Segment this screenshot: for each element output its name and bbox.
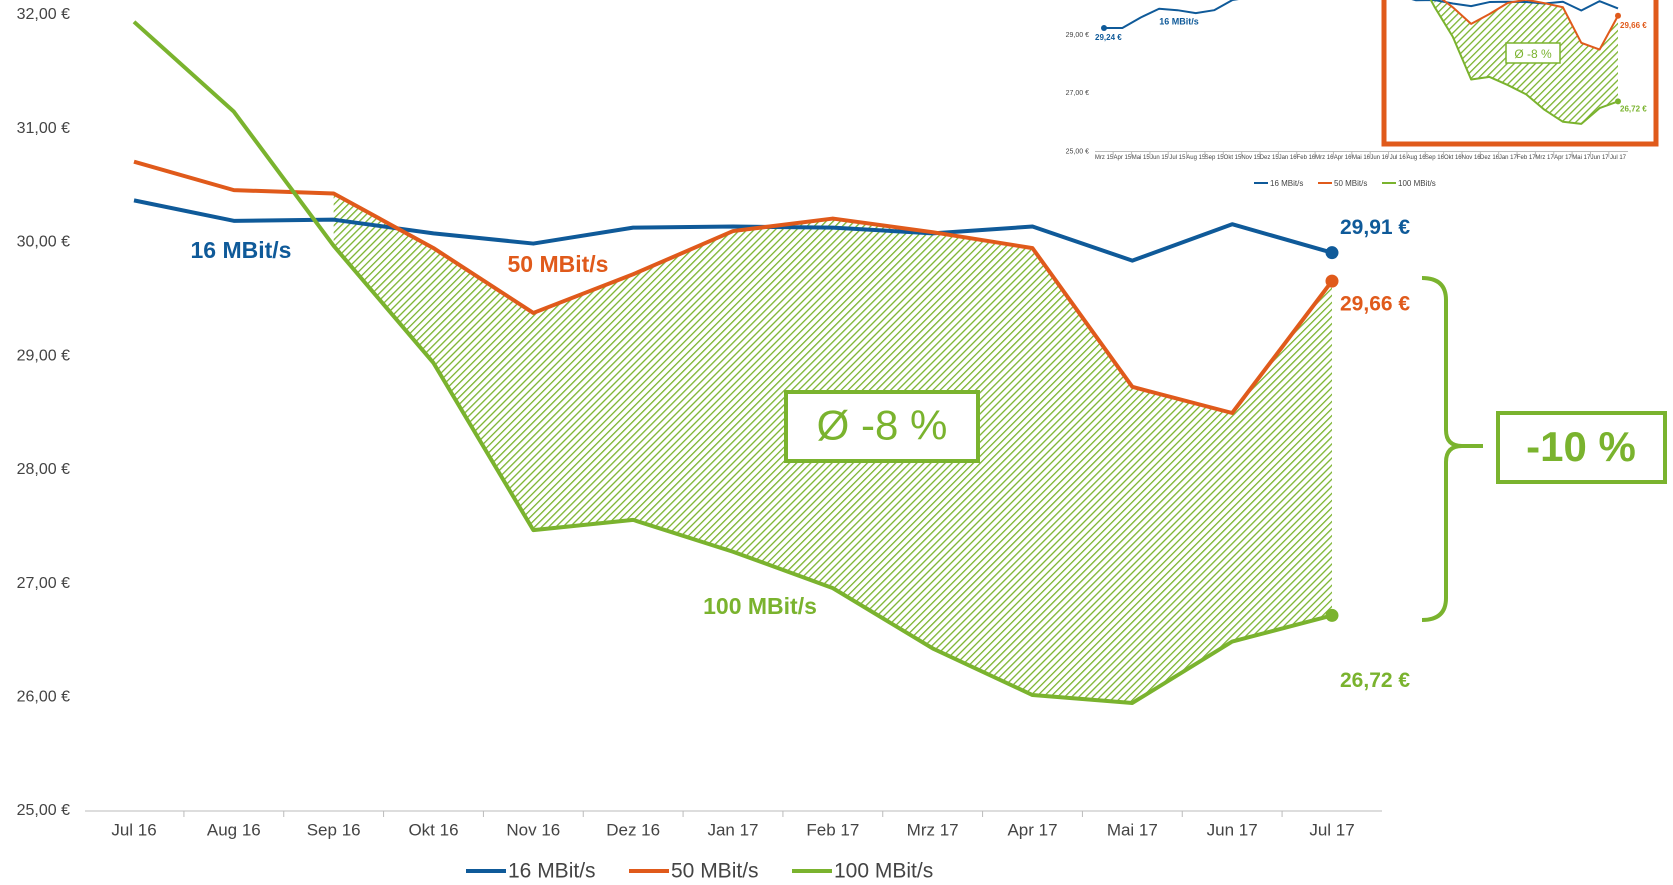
series-line	[1441, 0, 1619, 51]
x-tick-label: Dez 16	[606, 820, 660, 839]
x-tick-label: Mrz 17	[1535, 155, 1554, 161]
x-tick-label: Nov 16	[1462, 155, 1482, 161]
x-tick-label: Mai 16	[1352, 155, 1371, 161]
x-tick-label: Jun 16	[1370, 155, 1389, 161]
x-tick-label: Jul 16	[1390, 155, 1407, 161]
x-tick-label: Apr 15	[1114, 155, 1132, 161]
series-label: 16 MBit/s	[191, 237, 292, 263]
x-tick-label: Jul 15	[1169, 155, 1186, 161]
y-tick-label: 27,00 €	[1066, 90, 1089, 97]
x-tick-label: Jul 16	[111, 820, 156, 839]
x-tick-label: Sep 16	[307, 820, 361, 839]
end-point	[1101, 24, 1107, 31]
y-tick-label: 25,00 €	[1066, 148, 1089, 155]
x-tick-label: Dez 15	[1260, 155, 1280, 161]
y-tick-label: 32,00 €	[17, 6, 70, 23]
x-tick-label: Jun 15	[1150, 155, 1169, 161]
x-tick-label: Aug 16	[1407, 155, 1427, 161]
y-tick-label: 29,00 €	[1066, 32, 1089, 39]
series-label: 100 MBit/s	[703, 593, 817, 619]
legend-label: 16 MBit/s	[508, 860, 596, 883]
legend-label: 50 MBit/s	[671, 860, 759, 883]
x-tick-label: Mai 17	[1572, 155, 1591, 161]
legend-label: 100 MBit/s	[834, 860, 933, 883]
x-tick-label: Feb 17	[1517, 155, 1536, 161]
end-point	[1325, 274, 1339, 288]
x-tick-label: Jul 17	[1610, 155, 1627, 161]
x-tick-label: Feb 17	[806, 820, 859, 839]
y-tick-label: 29,00 €	[17, 347, 70, 364]
series-line	[133, 159, 1334, 415]
average-box	[1505, 42, 1561, 64]
average-box	[784, 390, 980, 463]
difference-box	[1496, 411, 1667, 484]
x-tick-label: Aug 15	[1186, 155, 1206, 161]
x-tick-label: Jun 17	[1591, 155, 1610, 161]
x-tick-label: Apr 17	[1554, 155, 1572, 161]
legend-label: 100 MBit/s	[1398, 179, 1436, 188]
series-label: 50 MBit/s	[508, 251, 609, 277]
value-label: 29,66 €	[1340, 293, 1410, 316]
y-tick-label: 30,00 €	[17, 234, 70, 251]
end-point	[1325, 608, 1339, 622]
x-tick-label: Okt 16	[1444, 155, 1462, 161]
y-tick-label: 27,00 €	[17, 575, 70, 592]
x-tick-label: Mrz 16	[1315, 155, 1334, 161]
end-point	[1615, 98, 1621, 105]
y-tick-label: 31,00 €	[17, 120, 70, 137]
value-label: 26,72 €	[1620, 104, 1647, 113]
value-label: 29,66 €	[1620, 21, 1647, 30]
bracket	[1421, 276, 1483, 622]
x-tick-label: Mrz 15	[1095, 155, 1114, 161]
highlight-frame	[1381, 0, 1659, 147]
legend-label: 16 MBit/s	[1270, 179, 1303, 188]
x-tick-label: Okt 15	[1224, 155, 1242, 161]
x-tick-label: Nov 15	[1241, 155, 1261, 161]
x-tick-label: Aug 16	[207, 820, 261, 839]
x-tick-label: Apr 16	[1334, 155, 1352, 161]
value-label: 29,24 €	[1095, 33, 1122, 42]
x-tick-label: Apr 17	[1007, 820, 1057, 839]
y-tick-label: 26,00 €	[17, 689, 70, 706]
x-tick-label: Mai 15	[1132, 155, 1151, 161]
main-chart: 25,00 € 26,00 € 27,00 € 28,00 € 29,00 € 30,00…	[17, 6, 1667, 883]
x-tick-label: Dez 16	[1480, 155, 1500, 161]
series-line	[132, 20, 1333, 705]
y-tick-label: 25,00 €	[17, 802, 70, 819]
difference-label: -10 %	[1526, 423, 1636, 470]
x-tick-label: Jan 17	[707, 820, 758, 839]
average-label: Ø -8 %	[1514, 47, 1552, 61]
x-tick-label: Jul 17	[1309, 820, 1354, 839]
x-tick-label: Mai 17	[1107, 820, 1158, 839]
value-label: 29,91 €	[1340, 216, 1410, 239]
inset-chart: 25,00 €27,00 €29,00 €Mrz 15 Apr 15 Mai 15 J…	[1066, 0, 1659, 188]
x-tick-label: Mrz 17	[907, 820, 959, 839]
end-point	[1325, 246, 1339, 260]
x-tick-label: Jan 16	[1279, 155, 1298, 161]
legend-label: 50 MBit/s	[1334, 179, 1367, 188]
x-tick-label: Sep 15	[1205, 155, 1225, 161]
series-label: 16 MBit/s	[1159, 16, 1199, 26]
x-tick-label: Sep 16	[1425, 155, 1445, 161]
series-line	[133, 198, 1333, 263]
x-tick-label: Nov 16	[506, 820, 560, 839]
value-label: 26,72 €	[1340, 669, 1410, 692]
y-tick-label: 28,00 €	[17, 461, 70, 478]
average-label: Ø -8 %	[817, 402, 948, 449]
series-line	[1104, 0, 1619, 29]
x-tick-label: Jun 17	[1207, 820, 1258, 839]
x-tick-label: Okt 16	[408, 820, 458, 839]
x-tick-label: Feb 16	[1297, 155, 1316, 161]
x-tick-label: Jan 17	[1499, 155, 1518, 161]
series-line	[1429, 0, 1619, 125]
end-point	[1615, 12, 1621, 19]
